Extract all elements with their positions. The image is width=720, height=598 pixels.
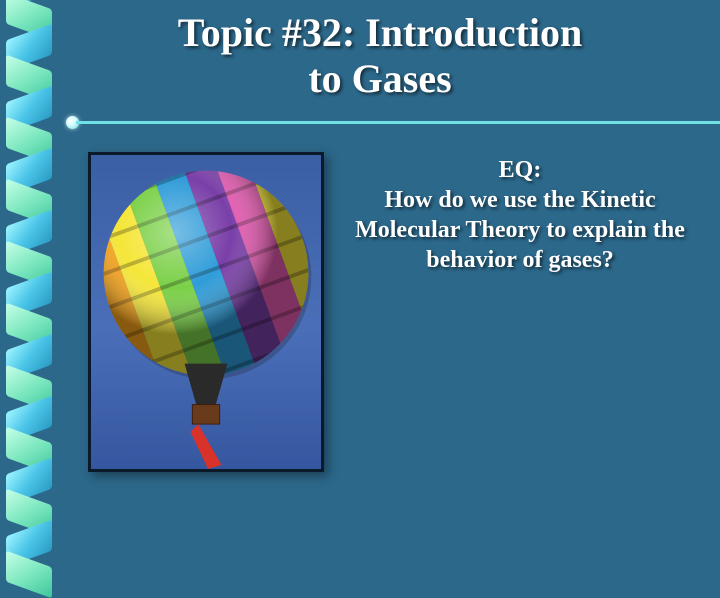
title-line-2: to Gases	[70, 56, 690, 102]
hot-air-balloon-image	[88, 152, 324, 472]
eq-text: How do we use the Kinetic Molecular Theo…	[355, 185, 685, 275]
eq-label: EQ:	[355, 155, 685, 185]
title-divider	[62, 118, 720, 128]
spiral-ribbon-decoration	[0, 0, 58, 590]
slide-title: Topic #32: Introduction to Gases	[70, 10, 690, 102]
essential-question: EQ: How do we use the Kinetic Molecular …	[355, 155, 685, 275]
title-line-1: Topic #32: Introduction	[70, 10, 690, 56]
divider-line	[76, 121, 720, 124]
balloon-svg-icon	[91, 155, 321, 469]
